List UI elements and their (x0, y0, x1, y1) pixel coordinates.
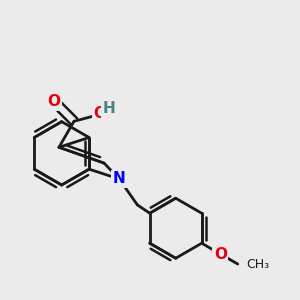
Text: H: H (102, 101, 115, 116)
Text: O: O (47, 94, 60, 109)
Text: O: O (93, 106, 106, 121)
Text: N: N (113, 172, 126, 187)
Text: O: O (214, 247, 227, 262)
Text: CH₃: CH₃ (246, 258, 269, 271)
